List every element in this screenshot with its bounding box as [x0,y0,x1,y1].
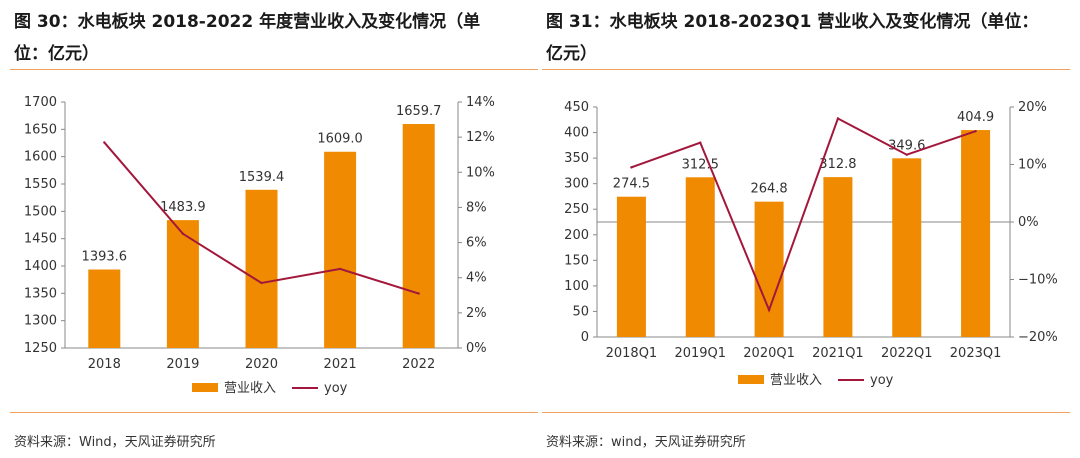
fig30-y-tick-label: 1350 [24,286,57,301]
fig31-bar-label: 264.8 [750,182,787,197]
fig30-y-tick-label: 1500 [24,204,57,219]
fig30-bar [88,269,121,348]
fig30-x-tick-label: 2022 [402,357,435,372]
fig31-yoy-point [836,117,840,120]
fig30-x-tick-label: 2021 [324,357,357,372]
fig31-y-tick-label: 300 [564,177,589,192]
fig31-y-tick-label: 450 [564,100,589,115]
fig31-legend-label-line: yoy [870,373,894,388]
fig31-yoy-line [631,117,976,313]
fig31-legend-label-bar: 营业收入 [770,373,822,388]
fig31-y2-tick-label: −10% [1018,273,1058,288]
fig30-x-tick-label: 2020 [245,357,278,372]
figure-30-title: 图 30：水电板块 2018-2022 年度营业收入及变化情况（单位：亿元） [14,12,481,64]
fig30-yoy-point [181,232,185,235]
fig30-bar [166,220,199,348]
fig30-y2-tick-label: 4% [466,271,487,286]
fig31-x-tick-label: 2022Q1 [881,346,933,361]
fig30-legend-label-bar: 营业收入 [224,381,276,396]
fig31-bar [961,130,991,337]
fig30-y2-tick-label: 0% [466,341,487,356]
fig31-y-tick-label: 400 [564,126,589,141]
figure-30-source: 资料来源：Wind，天风证券研究所 [14,435,216,450]
fig31-bar [685,177,715,337]
fig30-y2-tick-label: 10% [466,165,495,180]
fig30-yoy-point [338,267,342,271]
fig31-y-tick-label: 0 [581,330,589,345]
figure-30-chart: 1250 1300 1350 1400 1450 1500 1550 1600 1650 1700… [24,95,495,396]
fig31-y-tick-label: 150 [564,253,589,268]
figure-30-top-divider [10,69,538,70]
fig30-y-tick-label: 1250 [24,341,57,356]
figure-30-bottom-divider [10,412,538,413]
fig30-bar-label: 1483.9 [160,200,206,215]
fig31-x-tick-label: 2021Q1 [812,346,864,361]
fig30-y-tick-label: 1400 [24,259,57,274]
fig31-x-tick-label: 2018Q1 [606,346,658,361]
fig30-y-tick-label: 1700 [24,95,57,110]
fig31-legend-swatch-bar [738,375,764,384]
fig31-y2-tick-label: 20% [1018,100,1047,115]
fig30-bar [245,189,278,348]
fig31-yoy-point [905,153,908,156]
fig30-bar [402,124,435,348]
fig30-y-tick-label: 1300 [24,314,57,329]
fig30-bar-label: 1393.6 [82,249,128,264]
fig30-y-tick-label: 1650 [24,122,57,137]
figure-31-bottom-divider [542,412,1070,413]
fig31-bar [823,177,853,337]
fig31-bar-label: 404.9 [957,110,994,125]
figure-31-panel: 图 31：水电板块 2018-2023Q1 营业收入及变化情况（单位：亿元） 0… [542,0,1070,458]
fig31-bar [616,196,646,337]
fig30-y2-tick-label: 12% [466,130,495,145]
fig30-x-tick-label: 2018 [88,357,121,372]
fig31-yoy-point [974,129,977,133]
fig31-x-tick-label: 2019Q1 [674,346,726,361]
fig31-bar-label: 312.8 [819,157,856,172]
fig31-y-tick-label: 100 [564,279,589,294]
fig31-y-tick-label: 250 [564,202,589,217]
fig30-yoy-point [417,292,420,295]
fig31-y-tick-label: 200 [564,228,589,243]
fig31-yoy-point [630,166,633,169]
fig31-y2-tick-label: −20% [1018,330,1058,345]
fig31-yoy-point [767,308,771,312]
fig31-bar-label: 312.5 [682,157,719,172]
fig30-x-tick-label: 2019 [166,357,199,372]
figure-31-title: 图 31：水电板块 2018-2023Q1 营业收入及变化情况（单位：亿元） [546,12,1039,64]
figure-31-source: 资料来源：wind，天风证券研究所 [546,435,746,450]
fig30-bar-label: 1659.7 [396,104,442,119]
fig30-bar-label: 1609.0 [317,132,363,147]
fig30-legend-swatch-bar [192,383,218,392]
fig31-x-tick-label: 2023Q1 [950,346,1002,361]
fig31-y-tick-label: 50 [572,304,589,319]
fig30-yoy-point [103,141,106,144]
fig31-y2-tick-label: 0% [1018,215,1039,230]
figure-30-panel: 图 30：水电板块 2018-2022 年度营业收入及变化情况（单位：亿元） 1… [10,0,538,458]
fig31-y2-tick-label: 10% [1018,158,1047,173]
fig31-yoy-point [699,141,702,144]
fig31-bar-label: 274.5 [613,177,650,192]
fig30-y-tick-label: 1600 [24,150,57,165]
fig30-legend-label-line: yoy [324,381,348,396]
fig30-bar-label: 1539.4 [239,170,285,185]
figure-31-top-divider [542,69,1070,70]
fig31-bar [754,201,784,337]
fig31-x-tick-label: 2020Q1 [743,346,795,361]
figure-31-chart: 0 50 100 150 200 250 300 350 400 450 −20% −10% 0% 10%… [564,100,1058,388]
fig30-yoy-point [260,281,263,285]
fig31-bar [892,158,922,337]
fig30-bar [324,151,357,348]
fig30-y2-tick-label: 6% [466,236,487,251]
fig30-y2-tick-label: 8% [466,200,487,215]
fig30-y2-tick-label: 2% [466,306,487,321]
fig30-y-tick-label: 1450 [24,232,57,247]
fig30-y-tick-label: 1550 [24,177,57,192]
fig30-y2-tick-label: 14% [466,95,495,110]
fig31-y-tick-label: 350 [564,151,589,166]
